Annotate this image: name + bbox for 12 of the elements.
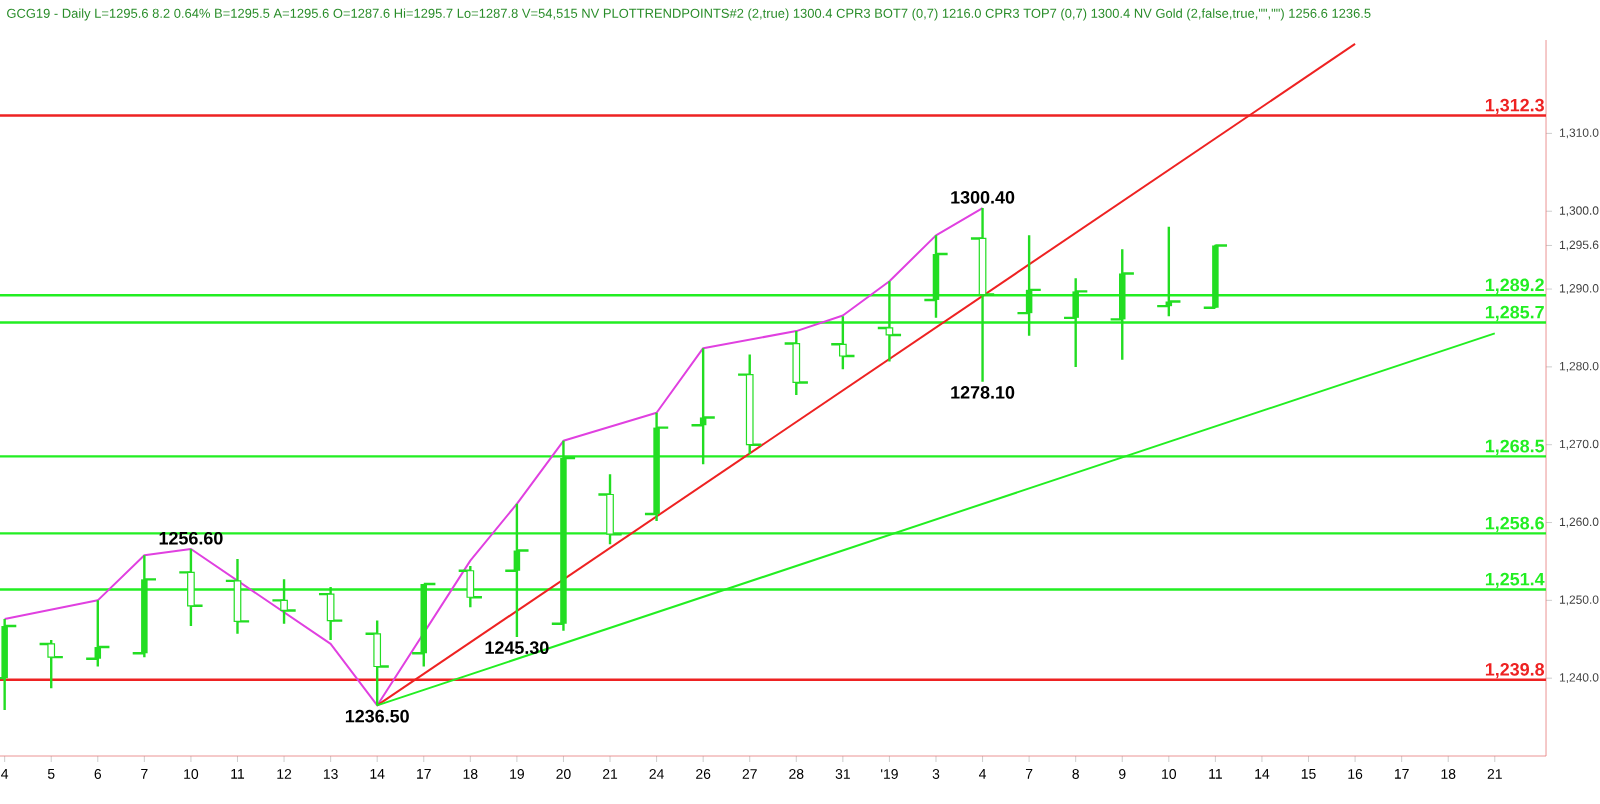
ref-line-label: 1,268.5	[1485, 439, 1545, 455]
ref-line-label: 1,251.4	[1485, 572, 1545, 589]
ref-line-label: 1,312.3	[1485, 98, 1544, 115]
annotation: 1236.50	[345, 709, 409, 723]
annotation: 1278.10	[951, 386, 1015, 399]
annotation: 1256.60	[159, 531, 223, 545]
annotation: 1300.40	[951, 191, 1015, 204]
ref-line-label: 1,285.7	[1485, 305, 1544, 322]
ref-line-label: 1,239.8	[1485, 663, 1545, 679]
ref-line-label: 1,289.2	[1485, 278, 1544, 294]
annotation: 1245.30	[485, 641, 549, 655]
ref-line-label: 1,258.6	[1485, 516, 1544, 533]
